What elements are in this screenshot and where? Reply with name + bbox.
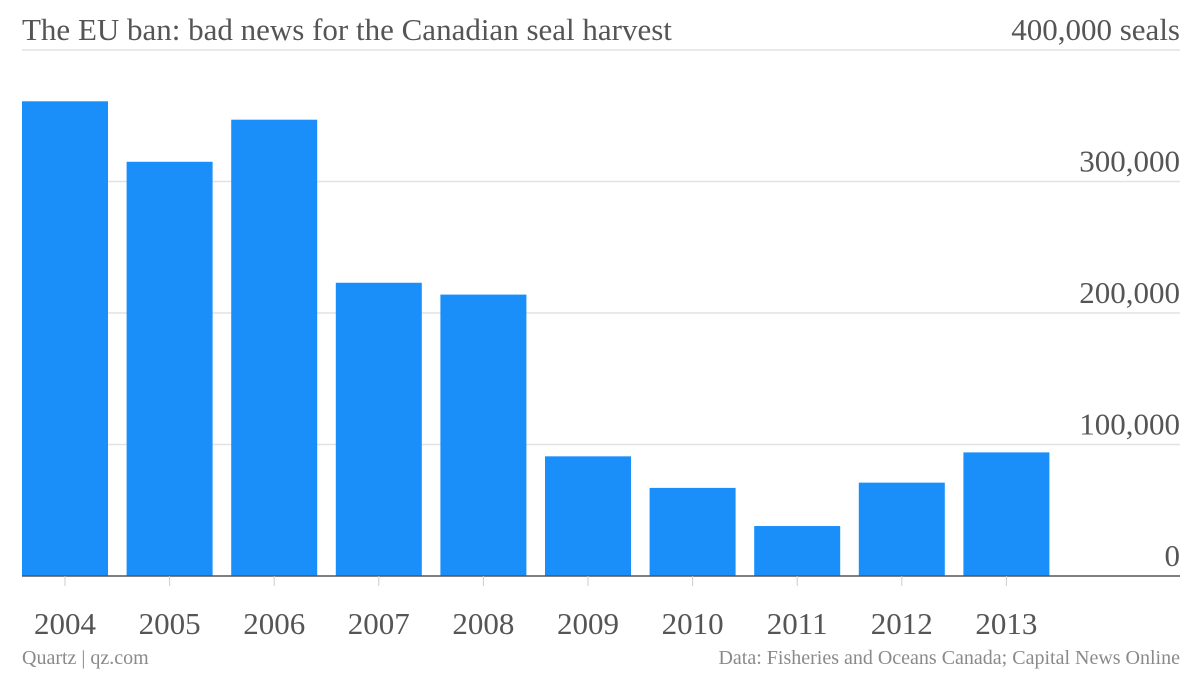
x-tick-label: 2008 [452,606,514,641]
x-tick-label: 2010 [662,606,724,641]
footer-credit: Quartz | qz.com [22,647,149,669]
x-tick-label: 2009 [557,606,619,641]
chart-title: The EU ban: bad news for the Canadian se… [22,12,672,47]
bar-2013 [963,452,1050,576]
x-tick-label: 2011 [767,606,828,641]
bar-2009 [545,456,631,576]
bar-2004 [22,101,108,576]
bar-2006 [231,119,318,576]
bars [22,101,1050,576]
y-tick-labels: 0 100,000 200,000 300,000 400,000 seals [1011,12,1180,573]
bar-2008 [440,294,527,576]
x-tick-label: 2013 [975,606,1037,641]
bar-2011 [754,526,841,576]
x-tick-label: 2004 [34,606,97,641]
y-tick-label: 0 [1165,538,1181,573]
bar-2012 [858,482,945,576]
x-tick-labels: 2004 2005 2006 2007 2008 2009 2010 2011 2012 2013 [34,576,1037,641]
y-tick-label: 200,000 [1079,275,1180,310]
x-tick-label: 2006 [243,606,305,641]
x-tick-label: 2005 [139,606,201,641]
footer-source: Data: Fisheries and Oceans Canada; Capit… [718,647,1180,669]
bar-2010 [649,487,736,576]
bar-2005 [126,161,213,576]
x-tick-label: 2007 [348,606,410,641]
y-tick-label: 400,000 seals [1011,12,1180,47]
grid-lines [22,49,1180,446]
y-tick-label: 100,000 [1079,407,1180,442]
x-tick-label: 2012 [871,606,933,641]
y-tick-label: 300,000 [1079,144,1180,179]
bar-2007 [335,282,422,576]
